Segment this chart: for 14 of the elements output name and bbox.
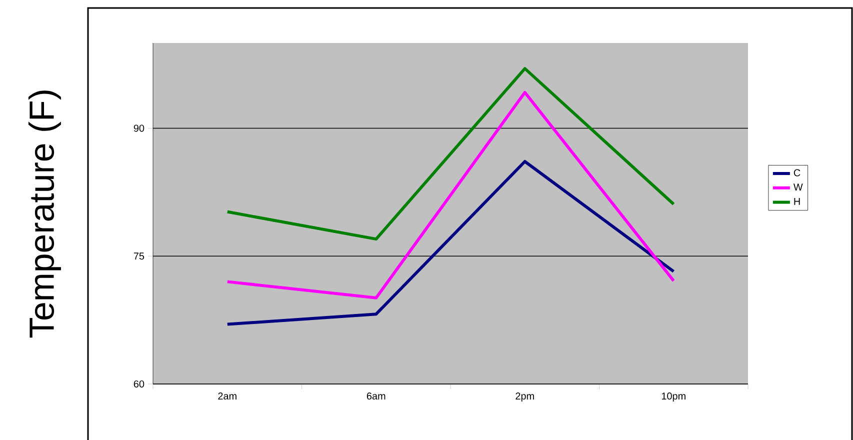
legend-label: H xyxy=(794,198,800,205)
y-tick-label: 75 xyxy=(134,252,144,260)
line-series xyxy=(226,90,676,300)
legend-label: C xyxy=(794,169,800,176)
y-tick-label: 90 xyxy=(134,124,144,132)
legend-label: W xyxy=(793,184,803,191)
x-tick-label: 10pm xyxy=(662,392,686,402)
x-tick-label: 2pm xyxy=(516,392,534,402)
y-axis-title: Temperature (F) xyxy=(28,90,61,338)
line-series xyxy=(226,67,676,241)
y-tick-label: 60 xyxy=(134,380,144,388)
x-tick-label: 6am xyxy=(366,392,386,400)
x-tick-label: 2am xyxy=(218,392,236,400)
line-series xyxy=(226,160,676,326)
